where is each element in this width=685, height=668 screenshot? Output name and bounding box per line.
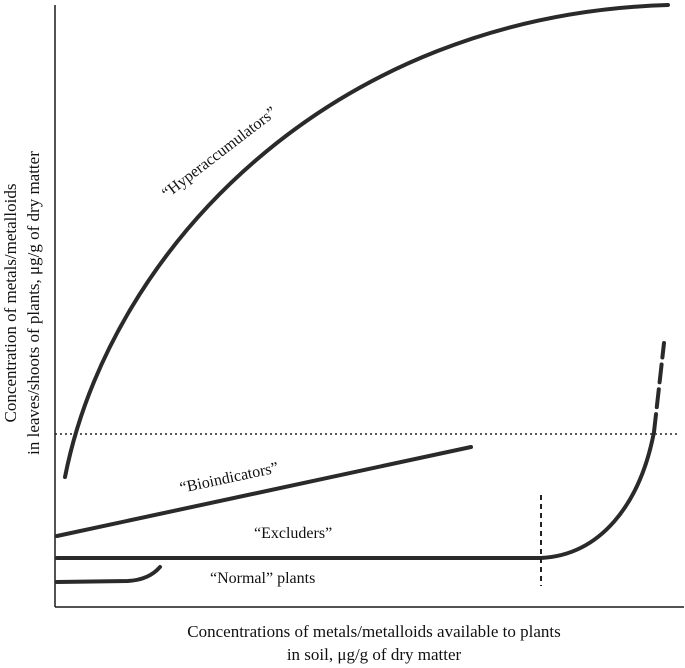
y-axis-title-line2: in leaves/shoots of plants, μg/g of dry … — [24, 151, 43, 455]
x-axis-title-line1: Concentrations of metals/metalloids avai… — [187, 622, 560, 641]
hyperaccumulators-curve — [63, 3, 670, 479]
excluders-curve — [55, 430, 656, 560]
x-axis-title-line2: in soil, μg/g of dry matter — [287, 645, 462, 664]
normal-plants-curve — [55, 565, 162, 584]
excluders-label: “Excluders” — [254, 525, 332, 542]
y-axis-title-line1: Concentration of metals/metalloids — [1, 184, 20, 423]
excluders-dashed-extension — [652, 341, 666, 434]
bioindicators-line — [55, 445, 473, 538]
normal-plants-label: “Normal” plants — [210, 570, 315, 587]
